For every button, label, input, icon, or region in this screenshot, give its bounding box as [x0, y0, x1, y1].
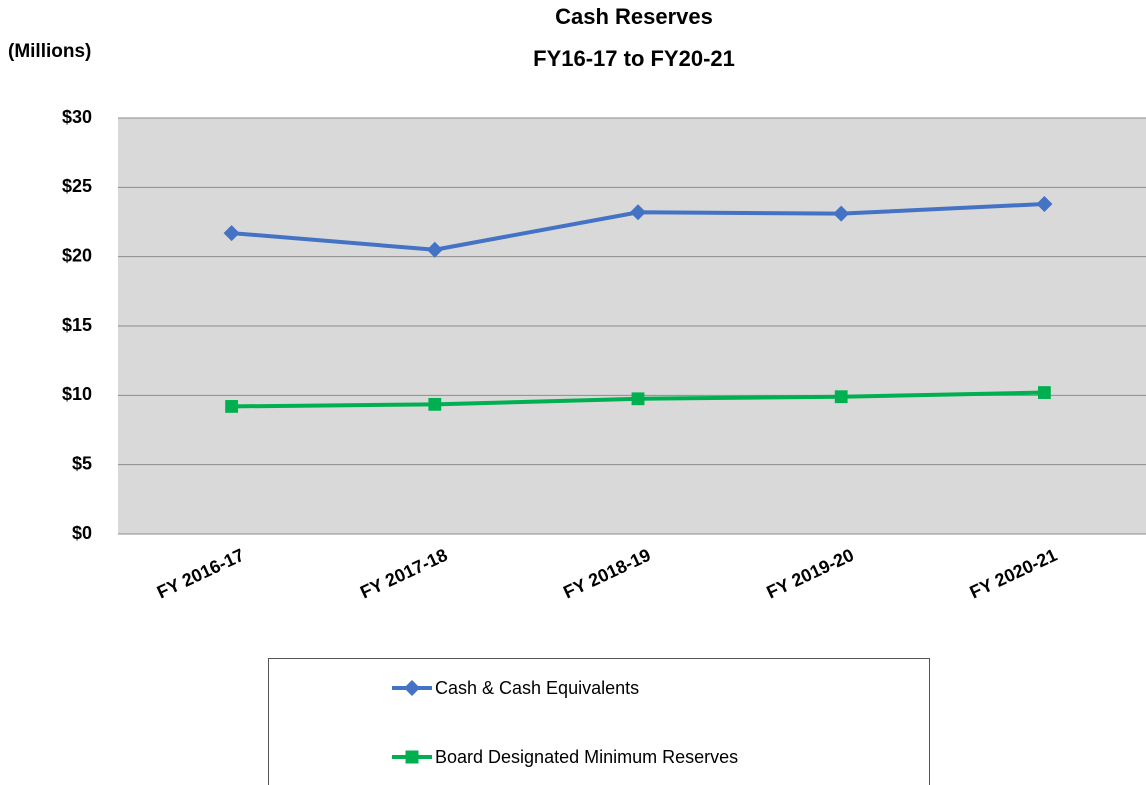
data-point	[833, 205, 850, 222]
data-point	[630, 204, 646, 221]
y-tick-label: $20	[62, 245, 92, 265]
chart-subtitle: FY16-17 to FY20-21	[533, 46, 735, 71]
data-point	[426, 241, 443, 258]
x-tick-label: FY 2019-20	[763, 545, 856, 603]
data-point	[1038, 386, 1051, 399]
data-point	[1036, 195, 1053, 212]
data-point	[834, 390, 848, 404]
legend-marker	[405, 750, 419, 764]
x-tick-label: FY 2016-17	[154, 545, 247, 603]
x-tick-label: FY 2017-18	[357, 545, 450, 603]
y-tick-label: $10	[62, 384, 92, 404]
legend-label: Cash & Cash Equivalents	[435, 678, 639, 698]
legend-label: Board Designated Minimum Reserves	[435, 747, 738, 767]
legend-box	[268, 658, 930, 785]
data-point	[225, 400, 238, 413]
y-tick-label: $5	[72, 453, 92, 473]
y-tick-label: $25	[62, 176, 92, 196]
y-tick-label: $0	[72, 523, 92, 543]
data-point	[631, 392, 645, 406]
y-axis-label: (Millions)	[8, 41, 91, 62]
x-tick-label: FY 2020-21	[967, 545, 1060, 603]
chart-title: Cash Reserves	[555, 4, 713, 29]
data-point	[223, 225, 240, 242]
y-tick-label: $15	[62, 315, 92, 335]
data-point	[428, 397, 442, 411]
x-tick-label: FY 2018-19	[560, 545, 653, 603]
y-tick-label: $30	[62, 107, 92, 127]
legend-marker	[404, 680, 420, 696]
